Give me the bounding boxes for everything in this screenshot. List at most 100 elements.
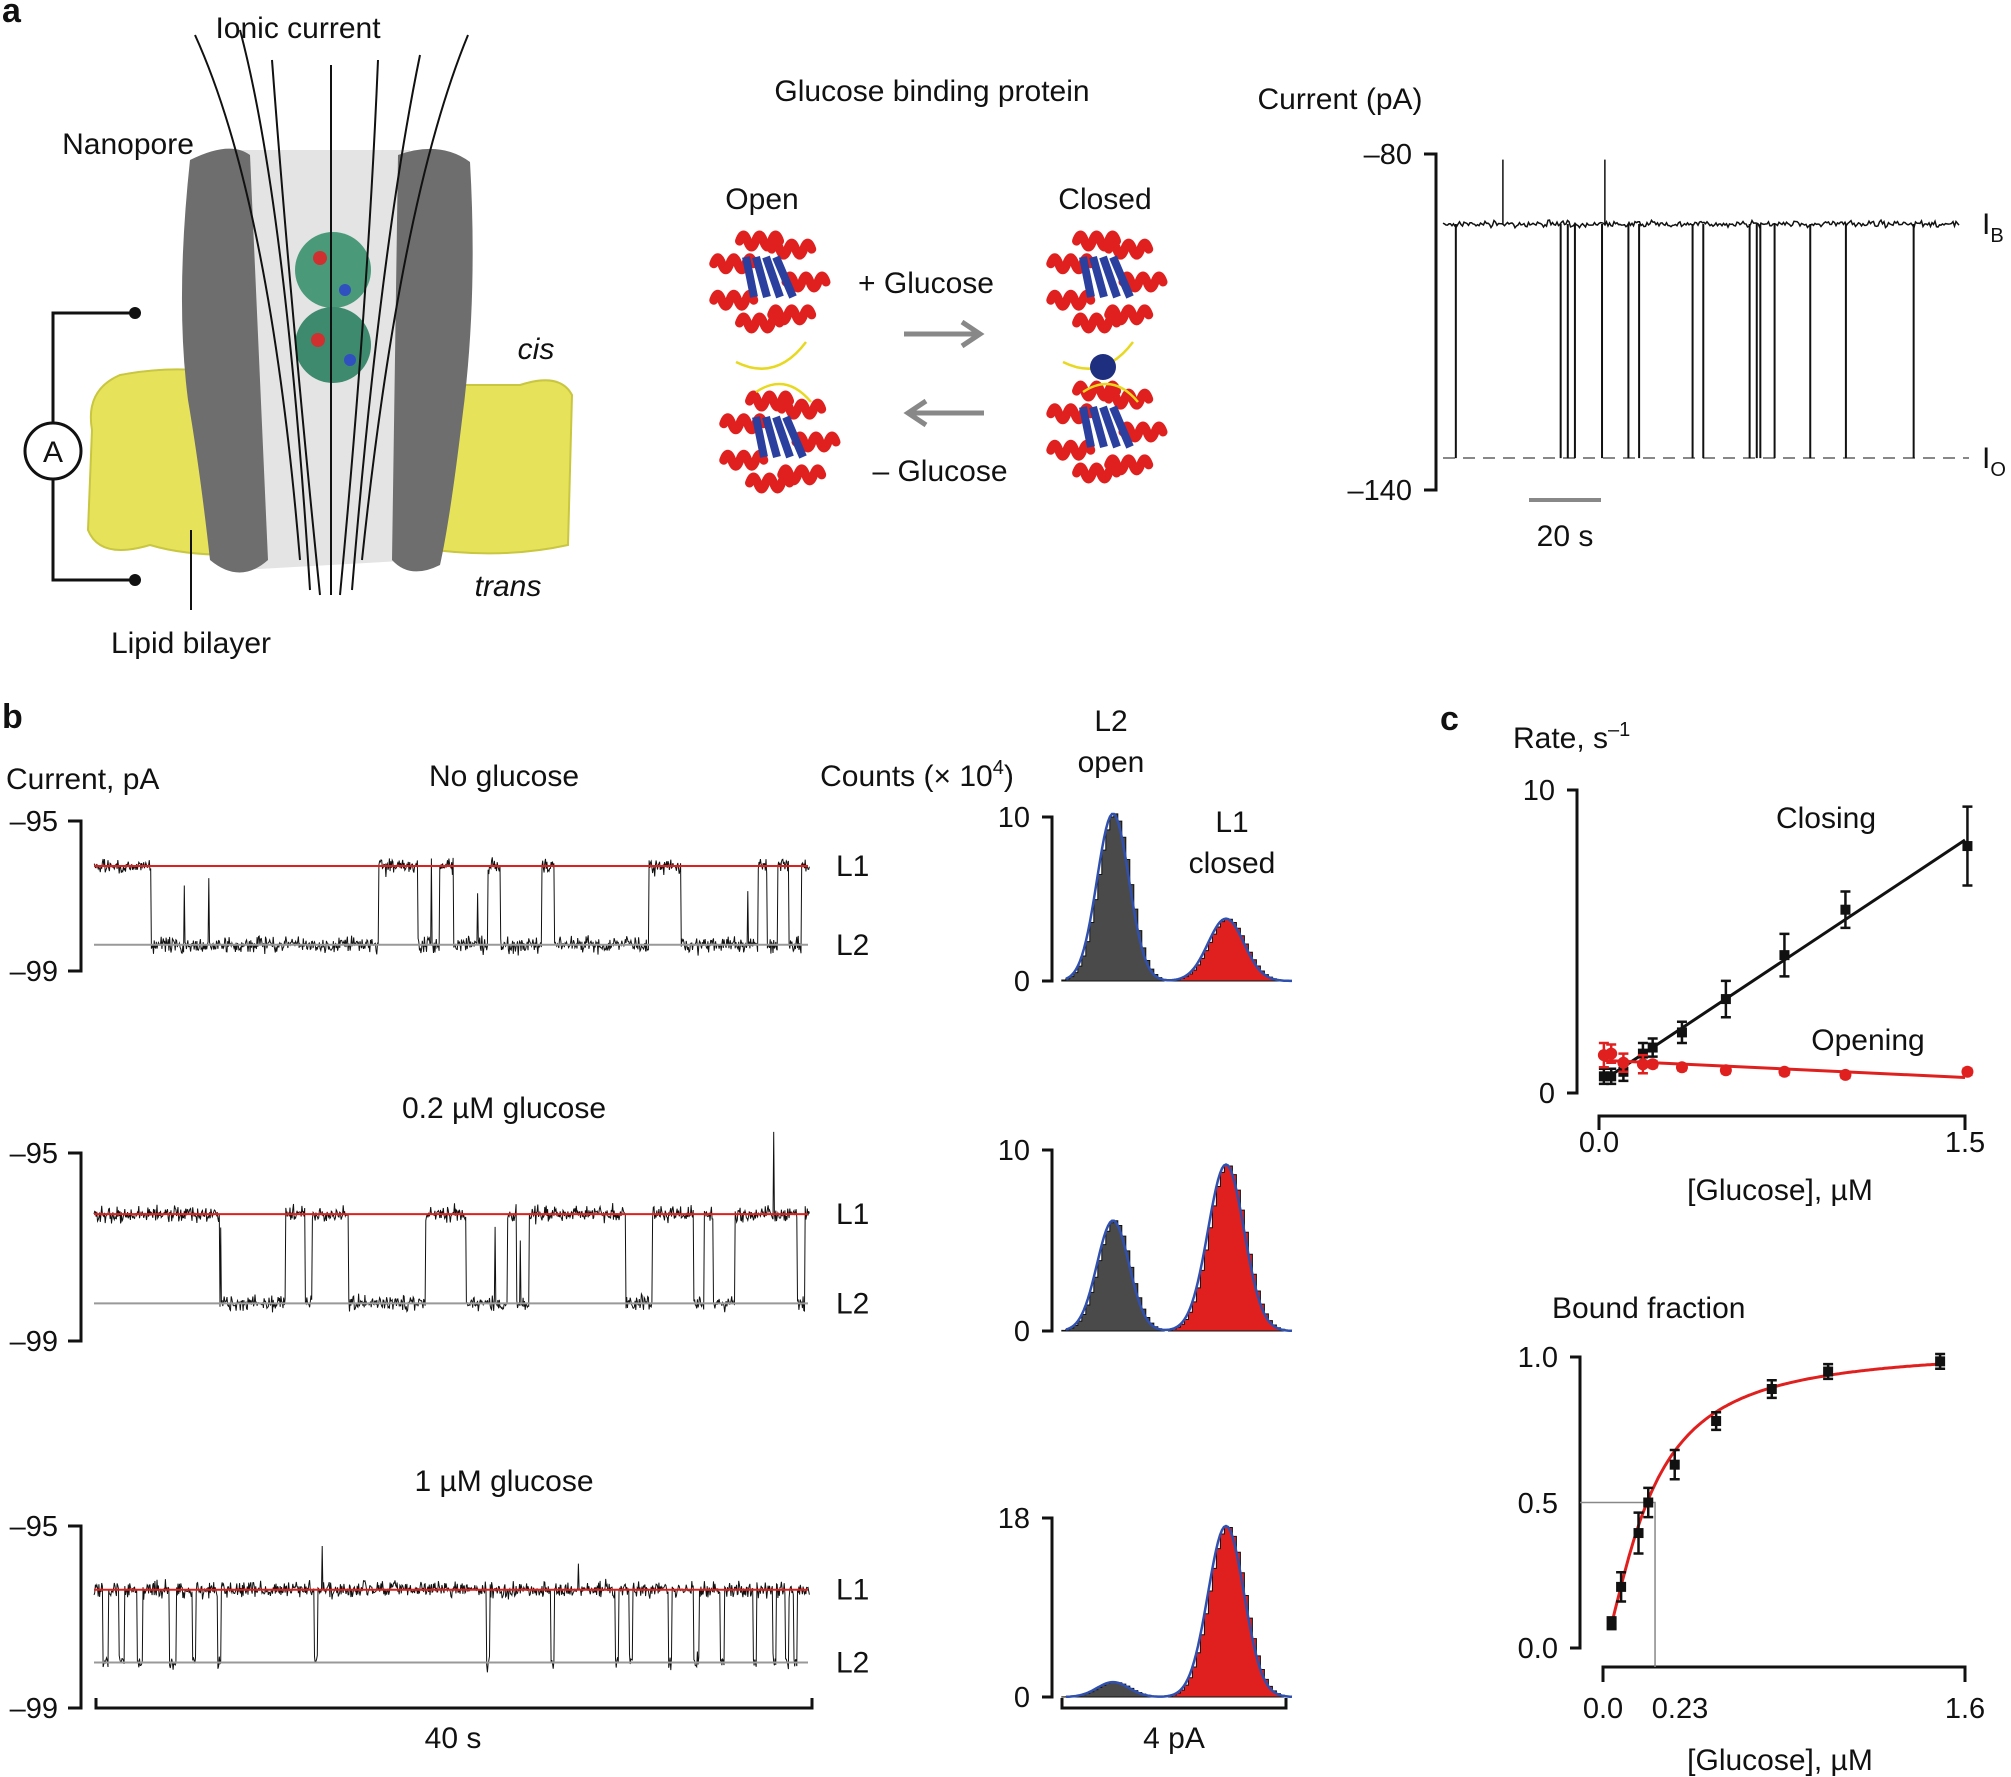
io-label: IO (1982, 442, 2006, 481)
trace-b-1: –95 –99 No glucose L1 L2 (10, 760, 870, 988)
protein-dot (313, 251, 327, 265)
data-point (1606, 1071, 1617, 1082)
histogram-peak-l1 (1167, 918, 1286, 982)
trace-b-ytick-bottom: –99 (10, 956, 58, 988)
nanopore-label: Nanopore (62, 128, 194, 161)
trace-b-2: –95 –99 0.2 µM glucose L1 L2 (10, 1092, 870, 1358)
helix (745, 390, 795, 412)
l1-peak-label-2: closed (1189, 847, 1276, 880)
data-point (1646, 1058, 1659, 1071)
protein-title: Glucose binding protein (774, 75, 1089, 108)
protein-dot (311, 333, 325, 347)
l1-label: L1 (836, 850, 869, 883)
histogram-fit (1065, 812, 1292, 983)
l1-label: L1 (836, 1198, 869, 1231)
nanopore-wall-right (392, 148, 473, 572)
helix (1104, 454, 1154, 476)
ammeter-label: A (43, 436, 63, 469)
arrow-backward-icon (903, 398, 984, 428)
beta-sheet (752, 416, 768, 458)
l1-label: L1 (836, 1574, 869, 1607)
trace-a-ylabel: Current (pA) (1257, 83, 1422, 116)
histogram-ytick-top: 10 (998, 802, 1030, 834)
bound-fraction-chart: 1.0 0.5 0.0 0.0 0.23 1.6 [Glucose], µM (1518, 1342, 1985, 1777)
rates-ytick-0: 0 (1539, 1078, 1555, 1110)
histogram-ytick-bottom: 0 (1014, 1682, 1030, 1714)
beta-sheet (742, 256, 758, 298)
time-scale-label: 40 s (425, 1722, 482, 1755)
trace-b-ytick-bottom: –99 (10, 1693, 58, 1725)
helix (1118, 271, 1168, 293)
data-point (1643, 1497, 1654, 1508)
minus-glucose-label: – Glucose (872, 455, 1007, 488)
series-label: Opening (1811, 1024, 1924, 1057)
ib-label: IB (1982, 208, 2004, 247)
glucose-molecule (1090, 354, 1116, 380)
trace-a (1442, 159, 1960, 459)
data-point (1606, 1618, 1617, 1629)
histogram-1: 10 0 (998, 802, 1292, 998)
beta-sheet (1089, 255, 1108, 299)
helix (781, 271, 831, 293)
helix (791, 431, 841, 453)
helix (745, 472, 795, 494)
helix (1104, 388, 1154, 410)
helix (767, 304, 817, 326)
bound-ytick: 0.5 (1518, 1488, 1558, 1520)
plus-glucose-label: + Glucose (858, 267, 994, 300)
rates-xaxis (1597, 1114, 1967, 1130)
histogram-peak-l2 (1061, 813, 1168, 982)
data-point (1823, 1366, 1834, 1377)
lipid-bilayer-label: Lipid bilayer (111, 627, 271, 660)
data-point (1962, 841, 1973, 852)
helix (1072, 462, 1122, 484)
data-point (1605, 1047, 1618, 1060)
helix (709, 289, 759, 311)
rates-xtick-0: 0.0 (1579, 1127, 1619, 1159)
traces-b: –95 –99 No glucose L1 L2 –95 –99 0.2 µM glucose… (10, 760, 870, 1725)
data-point (1961, 1065, 1974, 1078)
time-scale-bar (94, 1698, 814, 1710)
histogram-2: 10 0 (998, 1135, 1293, 1348)
panel-label-c: c (1440, 700, 1459, 738)
data-point (1779, 950, 1790, 961)
rates-ytick-10: 10 (1523, 775, 1555, 807)
closed-label: Closed (1058, 183, 1151, 216)
bound-xlabel: [Glucose], µM (1687, 1744, 1873, 1777)
protein-dot (339, 284, 351, 296)
trace-a-yaxis (1424, 152, 1438, 492)
data-point (1669, 1459, 1680, 1470)
trace-b-signal (93, 857, 810, 956)
l2-peak-label-2: open (1078, 746, 1145, 779)
panel-label-a: a (2, 0, 22, 30)
rate-ylabel: Rate, s–1 (1513, 719, 1630, 755)
trace-b-signal (93, 1545, 810, 1673)
data-point (1719, 1064, 1732, 1077)
data-point (1711, 1416, 1722, 1427)
beta-sheet (752, 255, 771, 299)
histogram-ylabel: Counts (× 104) (820, 757, 1014, 793)
beta-sheet (772, 415, 794, 459)
current-flow-lines (194, 29, 469, 596)
data-point (1675, 1061, 1688, 1074)
rates-xtick-1: 1.5 (1945, 1127, 1985, 1159)
beta-sheet (772, 255, 797, 299)
histogram-ytick-bottom: 0 (1014, 966, 1030, 998)
open-label: Open (725, 183, 798, 216)
bound-xtick: 0.23 (1652, 1693, 1708, 1725)
helix (1046, 289, 1096, 311)
data-point (1647, 1042, 1658, 1053)
rates-chart: 10 0 0.0 1.5 [Glucose], µM Closing Opening (1523, 775, 1985, 1207)
data-point (1617, 1056, 1630, 1069)
bound-xaxis (1601, 1665, 1967, 1682)
beta-sheet (762, 255, 784, 299)
trace-a-ytick-bottom: –140 (1347, 475, 1412, 507)
helix (777, 398, 827, 420)
histogram-peak-l2 (1061, 1220, 1168, 1332)
circuit (51, 311, 135, 582)
trace-b-title: 0.2 µM glucose (402, 1092, 606, 1125)
data-point (1839, 1068, 1852, 1081)
helix (719, 449, 769, 471)
trace-b-title: No glucose (429, 760, 579, 793)
